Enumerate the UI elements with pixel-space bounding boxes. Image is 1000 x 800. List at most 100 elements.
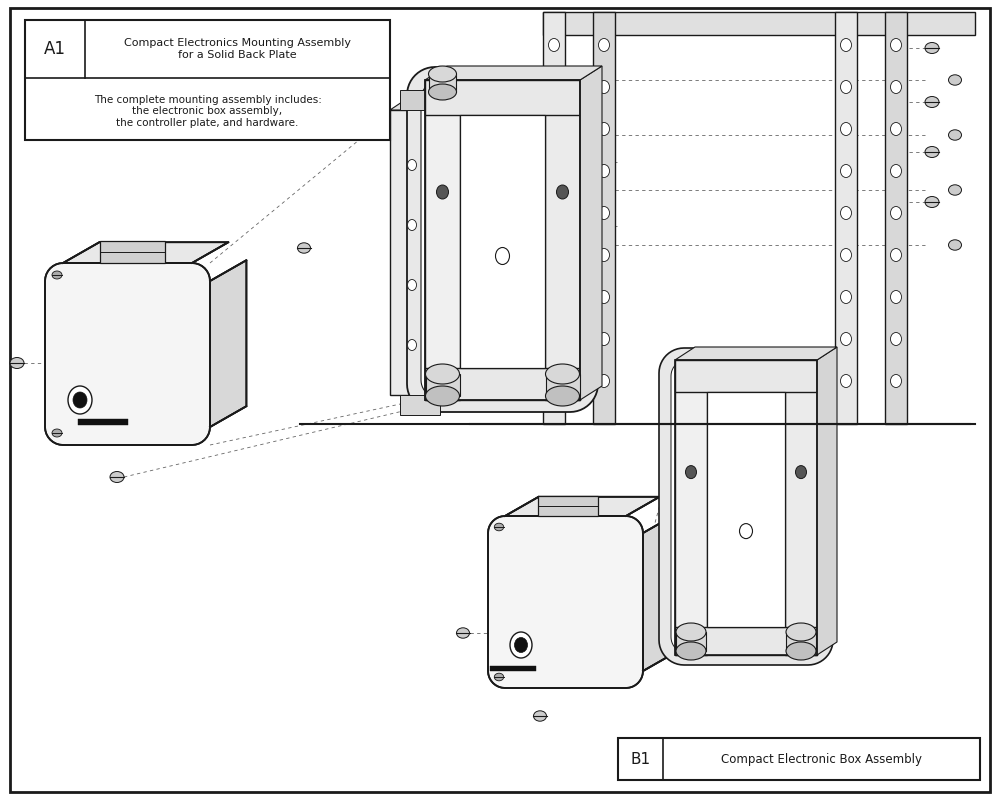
Polygon shape	[421, 81, 584, 398]
Ellipse shape	[949, 130, 962, 140]
Ellipse shape	[546, 364, 580, 384]
Polygon shape	[707, 392, 785, 627]
Polygon shape	[885, 12, 907, 424]
Text: Compact Electronic Box Assembly: Compact Electronic Box Assembly	[721, 753, 922, 766]
Ellipse shape	[598, 206, 610, 219]
Ellipse shape	[598, 374, 610, 387]
Ellipse shape	[494, 523, 504, 531]
Ellipse shape	[740, 524, 753, 538]
Ellipse shape	[426, 386, 460, 406]
Polygon shape	[488, 516, 643, 688]
Ellipse shape	[496, 247, 510, 265]
Ellipse shape	[68, 386, 92, 414]
Ellipse shape	[458, 219, 466, 230]
Polygon shape	[546, 374, 580, 396]
Ellipse shape	[458, 339, 466, 350]
Ellipse shape	[510, 632, 532, 658]
Ellipse shape	[52, 271, 62, 279]
Ellipse shape	[456, 628, 470, 638]
Text: Compact Electronics Mounting Assembly
for a Solid Back Plate: Compact Electronics Mounting Assembly fo…	[124, 38, 351, 60]
Ellipse shape	[458, 279, 466, 290]
Polygon shape	[426, 374, 460, 396]
Ellipse shape	[676, 623, 706, 641]
Ellipse shape	[890, 374, 902, 387]
Ellipse shape	[840, 38, 852, 51]
Ellipse shape	[840, 374, 852, 387]
Ellipse shape	[786, 623, 816, 641]
Polygon shape	[675, 347, 837, 360]
Polygon shape	[675, 360, 817, 392]
Ellipse shape	[949, 185, 962, 195]
Text: B1: B1	[630, 752, 651, 766]
Ellipse shape	[408, 339, 416, 350]
Polygon shape	[643, 514, 677, 671]
Ellipse shape	[925, 146, 939, 158]
Ellipse shape	[408, 219, 416, 230]
Polygon shape	[63, 242, 228, 263]
Ellipse shape	[598, 333, 610, 346]
Ellipse shape	[428, 66, 456, 82]
Polygon shape	[425, 66, 602, 80]
Ellipse shape	[598, 38, 610, 51]
Polygon shape	[425, 80, 580, 115]
Ellipse shape	[840, 81, 852, 94]
Text: A1: A1	[44, 40, 66, 58]
Ellipse shape	[890, 290, 902, 303]
Ellipse shape	[546, 386, 580, 406]
Polygon shape	[659, 348, 833, 665]
Text: The complete mounting assembly includes:
the electronic box assembly,
the contro: The complete mounting assembly includes:…	[94, 94, 321, 128]
Ellipse shape	[598, 81, 610, 94]
Ellipse shape	[436, 185, 448, 199]
Polygon shape	[538, 496, 598, 516]
Ellipse shape	[556, 185, 568, 199]
Polygon shape	[593, 12, 615, 424]
Ellipse shape	[548, 290, 560, 303]
Ellipse shape	[598, 290, 610, 303]
Polygon shape	[485, 98, 503, 395]
Ellipse shape	[10, 358, 24, 369]
Ellipse shape	[840, 290, 852, 303]
Polygon shape	[400, 395, 440, 415]
Ellipse shape	[598, 249, 610, 262]
Ellipse shape	[890, 206, 902, 219]
Ellipse shape	[890, 165, 902, 178]
Ellipse shape	[796, 466, 806, 478]
Polygon shape	[490, 666, 536, 671]
Ellipse shape	[786, 642, 816, 660]
Ellipse shape	[73, 392, 87, 408]
Polygon shape	[675, 627, 817, 655]
Ellipse shape	[548, 165, 560, 178]
Ellipse shape	[408, 279, 416, 290]
Polygon shape	[400, 90, 440, 110]
Ellipse shape	[548, 374, 560, 387]
Polygon shape	[78, 419, 128, 425]
Ellipse shape	[676, 642, 706, 660]
Polygon shape	[835, 12, 857, 424]
Ellipse shape	[298, 242, 310, 253]
Ellipse shape	[925, 42, 939, 54]
Polygon shape	[407, 67, 598, 412]
Polygon shape	[671, 360, 821, 653]
Polygon shape	[45, 263, 210, 445]
Ellipse shape	[494, 673, 504, 681]
Polygon shape	[676, 632, 706, 651]
Polygon shape	[817, 347, 837, 655]
Ellipse shape	[408, 159, 416, 170]
Ellipse shape	[534, 710, 546, 722]
Polygon shape	[618, 738, 980, 780]
Ellipse shape	[686, 466, 696, 478]
Ellipse shape	[548, 206, 560, 219]
Polygon shape	[580, 66, 602, 400]
Polygon shape	[543, 12, 975, 35]
Ellipse shape	[458, 159, 466, 170]
Polygon shape	[25, 20, 390, 140]
Polygon shape	[390, 98, 503, 110]
Ellipse shape	[949, 240, 962, 250]
Ellipse shape	[840, 206, 852, 219]
Polygon shape	[785, 360, 817, 655]
Polygon shape	[460, 115, 545, 368]
Ellipse shape	[840, 333, 852, 346]
Ellipse shape	[52, 429, 62, 437]
Ellipse shape	[890, 38, 902, 51]
Ellipse shape	[925, 197, 939, 207]
